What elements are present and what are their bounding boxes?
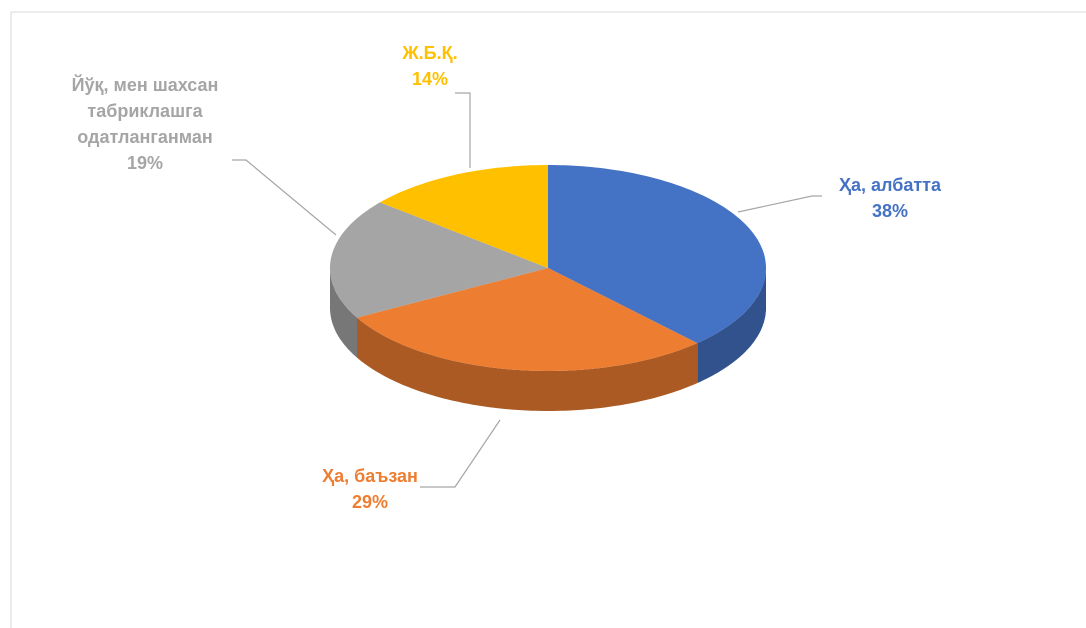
data-label: Ҳа, баъзан 29%	[300, 463, 440, 515]
leader-line	[420, 419, 501, 488]
data-label: Ж.Б.Қ. 14%	[380, 40, 480, 92]
pie-slice	[548, 165, 766, 344]
pie-slice	[357, 268, 698, 371]
data-label: Йўқ, мен шахсан табриклашга одатланганма…	[30, 72, 260, 176]
leader-line	[232, 159, 337, 236]
value-label: 38%	[871, 201, 909, 221]
category-label: Ҳа, албатта	[839, 175, 941, 195]
value-label: 14%	[411, 69, 449, 89]
slice-side	[697, 268, 766, 384]
data-label: Ҳа, албатта 38%	[820, 172, 960, 224]
slice-side	[357, 317, 698, 411]
slice-side	[330, 268, 357, 358]
category-label: Ж.Б.Қ.	[402, 43, 458, 63]
leader-line	[737, 195, 822, 213]
value-label: 19%	[126, 153, 164, 173]
category-label: Ҳа, баъзан	[322, 466, 418, 486]
pie-slice	[380, 165, 548, 268]
category-label: Йўқ, мен шахсан табриклашга одатланганма…	[71, 75, 219, 147]
pie-slice	[330, 202, 548, 318]
leader-line	[455, 92, 471, 168]
value-label: 29%	[351, 492, 389, 512]
